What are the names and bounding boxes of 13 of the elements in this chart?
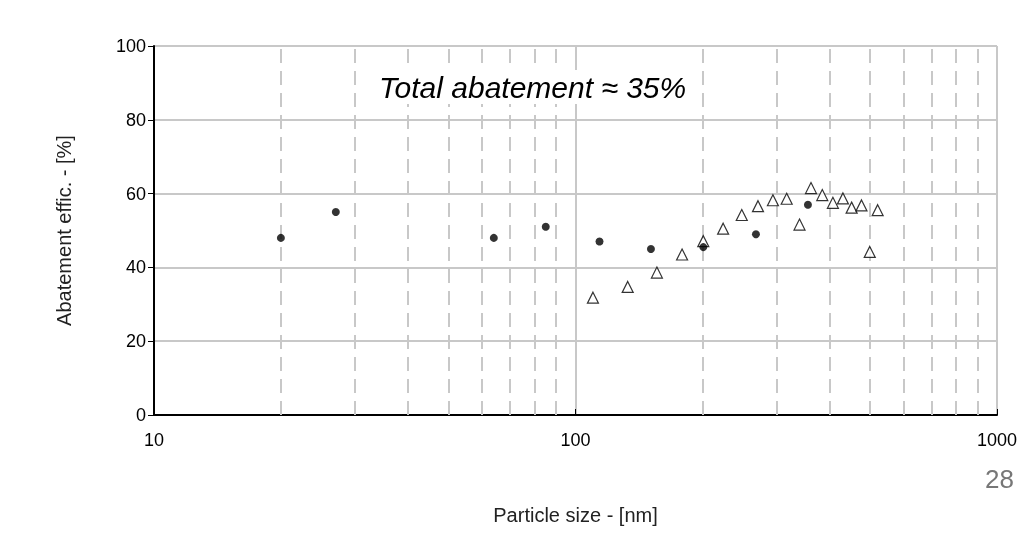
y-tick-label: 0 (135, 405, 146, 425)
y-tick-label: 80 (125, 109, 146, 130)
y-tick-label: 100 (115, 36, 146, 56)
y-tick-label: 60 (125, 183, 146, 204)
y-tick-label: 40 (125, 257, 146, 278)
annotation: Total abatement ≈ 35% (379, 70, 687, 104)
y-tick-label: 20 (125, 331, 146, 352)
x-axis-title: Particle size - [nm] (493, 504, 658, 526)
x-tick-label: 1000 (976, 430, 1018, 450)
y-axis-title: Abatement effic. - [%] (53, 135, 75, 326)
x-tick-label: 100 (560, 430, 591, 450)
x-tick-label: 10 (143, 430, 165, 450)
text: 28 (985, 464, 1014, 494)
